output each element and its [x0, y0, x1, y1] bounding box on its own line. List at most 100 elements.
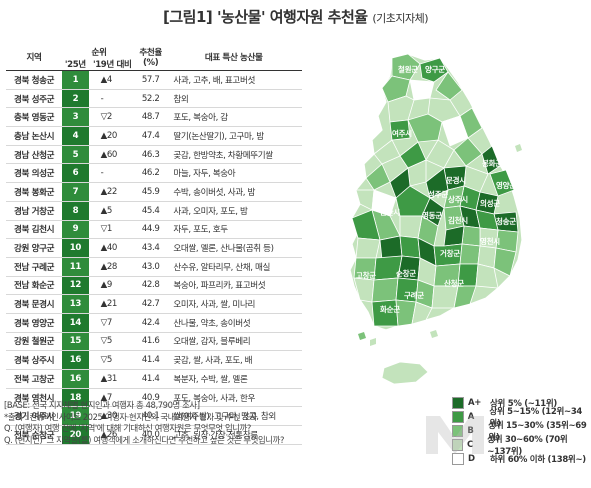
map-label-yeongdong: 영동군 — [422, 210, 442, 220]
cell-products: 사과, 오미자, 포도, 밤 — [165, 201, 302, 221]
legend-grade-b: B — [467, 426, 484, 436]
cell-rank: 4 — [62, 126, 89, 146]
legend-label-a: 상위 5~15% (12위~34위) — [489, 407, 583, 429]
table-row: 경북 영양군 14 ▽7 42.4 산나물, 약초, 송이버섯 — [6, 313, 302, 333]
note-question-local: Q. (현지인) '그 지역을(를) 여행객에게 소개하신다면 추천하고 싶은 … — [4, 434, 284, 445]
cell-rank: 15 — [62, 332, 89, 352]
cell-score: 41.4 — [135, 350, 166, 370]
cell-rank: 12 — [62, 276, 89, 296]
cell-rank: 8 — [62, 201, 89, 221]
map-legend: A+ 상위 5% (~11위) A 상위 5~15% (12위~34위) B 상… — [452, 396, 591, 466]
cell-score: 45.9 — [135, 182, 166, 202]
legend-row-a: A 상위 5~15% (12위~34위) — [452, 407, 591, 429]
cell-change: ▲4 — [88, 70, 136, 90]
map-label-hwasun: 화순군 — [380, 304, 400, 314]
cell-change: ▲40 — [88, 238, 136, 258]
legend-swatch-d — [452, 453, 464, 465]
cell-change: ▲7 — [88, 388, 136, 408]
cell-score: 42.7 — [135, 294, 166, 314]
title-sub: (기초지자체) — [372, 12, 429, 25]
cell-change: - — [88, 89, 136, 109]
table-row: 전남 구례군 11 ▲28 43.0 산수유, 알타리무, 산채, 매실 — [6, 257, 302, 277]
cell-products: 포도, 복숭아, 감 — [165, 107, 302, 128]
cell-change: ▲30 — [88, 406, 136, 427]
table-row: 경북 상주시 16 ▽5 41.4 곶감, 쌀, 사과, 포도, 배 — [6, 350, 302, 370]
map-label-gochang: 고창군 — [356, 270, 376, 280]
cell-region: 충남 논산시 — [6, 126, 63, 146]
map-label-cheorwon: 철원군 — [398, 64, 418, 74]
legend-row-c: C 상위 30~60% (70위~137위) — [452, 435, 591, 457]
legend-label-aplus: 상위 5% (~11위) — [490, 399, 557, 409]
legend-grade-d: D — [468, 454, 475, 464]
table-row: 경북 김천시 9 ▽1 44.9 자두, 포도, 호두 — [6, 220, 302, 240]
table-row: 경남 거창군 8 ▲5 45.4 사과, 오미자, 포도, 밤 — [6, 201, 302, 221]
map-label-cheongsong: 청송군 — [496, 216, 516, 226]
cell-products: 복숭아, 파프리카, 표고버섯 — [165, 276, 302, 296]
cell-rank: 10 — [62, 238, 89, 258]
cell-region: 경기 여주시 — [6, 406, 63, 427]
cell-products: 고추, 된장·간장·전통장류 — [165, 425, 302, 445]
cell-change: ▽1 — [88, 220, 136, 240]
cell-rank: 1 — [62, 70, 89, 90]
cell-products: 오미자, 사과, 쌀, 미나리 — [165, 294, 302, 314]
cell-region: 경북 영양군 — [6, 313, 63, 333]
cell-score: 46.2 — [135, 163, 166, 184]
cell-score: 57.7 — [135, 70, 166, 90]
table-row: 경북 영천시 18 ▲7 40.9 포도, 복숭아, 사과, 한우 — [6, 388, 302, 408]
cell-region: 경북 의성군 — [6, 163, 63, 184]
cell-change: ▲21 — [88, 294, 136, 314]
cell-products: 마늘, 자두, 복숭아 — [165, 163, 302, 184]
cell-score: 48.7 — [135, 107, 166, 128]
map-label-seongju: 성주군 — [428, 189, 448, 199]
header-region: 지역 — [6, 44, 63, 71]
cell-score: 43.4 — [135, 238, 166, 258]
cell-region: 경북 봉화군 — [6, 182, 63, 202]
cell-rank: 5 — [62, 145, 89, 165]
map-label-yeongyang: 영양군 — [496, 180, 516, 190]
legend-swatch-c — [452, 439, 464, 451]
cell-products: 산나물, 약초, 송이버섯 — [165, 313, 302, 333]
cell-change: ▲26 — [88, 425, 136, 445]
cell-products: 복분자, 수박, 쌀, 멜론 — [165, 369, 302, 389]
cell-products: 오대쌀, 감자, 블루베리 — [165, 332, 302, 352]
cell-score: 40.0 — [135, 425, 166, 445]
cell-products: 참외 — [165, 89, 302, 109]
map-label-geochang: 거창군 — [440, 248, 460, 258]
header-change: '19년 대비 — [88, 58, 136, 71]
ranking-table-body: 경북 청송군 1 ▲4 57.7 사과, 고추, 배, 표고버섯 경북 성주군 2-52.2… — [6, 70, 302, 445]
cell-score: 40.1 — [135, 406, 166, 427]
cell-region: 전남 화순군 — [6, 276, 63, 296]
map-label-sangju: 상주시 — [448, 194, 468, 204]
header-products: 대표 특산 농산물 — [165, 44, 302, 71]
map-jeju — [381, 361, 429, 385]
cell-rank: 16 — [62, 369, 89, 389]
legend-grade-a: A — [468, 412, 486, 422]
table-row: 충남 논산시 4 ▲20 47.4 딸기(논산딸기), 고구마, 밤 — [6, 126, 302, 146]
cell-score: 44.9 — [135, 220, 166, 240]
ranking-table: 지역 순위 추천율 대표 특산 농산물 '25년 '19년 대비 (%) 경북 … — [6, 44, 302, 445]
map-label-uiseong: 의성군 — [480, 198, 500, 208]
cell-products: 오대쌀, 멜론, 산나물(곰취 등) — [165, 238, 302, 258]
cell-rank: 20 — [62, 425, 89, 445]
cell-region: 경북 영천시 — [6, 388, 63, 408]
header-rank25: '25년 — [62, 58, 89, 71]
cell-rank: 16 — [62, 350, 89, 370]
legend-swatch-a — [452, 411, 464, 423]
map-label-sancheong: 산청군 — [444, 278, 464, 288]
legend-grade-c: C — [467, 440, 473, 450]
table-row: 경기 여주시 19 ▲30 40.1 쌀(여주쌀), 고구마, 땅콩, 참외 — [6, 406, 302, 427]
cell-score: 40.9 — [135, 388, 166, 408]
cell-region: 전북 순창군 — [6, 425, 63, 445]
note-base: [BASE: 전국 지자체별 현지인과 여행자 총 48,790명 조사] — [4, 400, 200, 410]
legend-swatch-aplus — [452, 397, 464, 409]
table-row: 전북 순창군 20 ▲26 40.0 고추, 된장·간장·전통장류 — [6, 425, 302, 445]
map-label-bonghwa: 봉화군 — [482, 158, 502, 168]
cell-change: - — [88, 163, 136, 184]
cell-score: 47.4 — [135, 126, 166, 146]
map-label-gurye: 구례군 — [404, 290, 424, 300]
cell-region: 강원 양구군 — [6, 238, 63, 258]
cell-rank: 14 — [62, 313, 89, 333]
cell-region: 전남 구례군 — [6, 257, 63, 277]
notes: [BASE: 전국 지자체별 현지인과 여행자 총 48,790명 조사] *출… — [4, 400, 334, 446]
cell-change: ▲22 — [88, 182, 136, 202]
